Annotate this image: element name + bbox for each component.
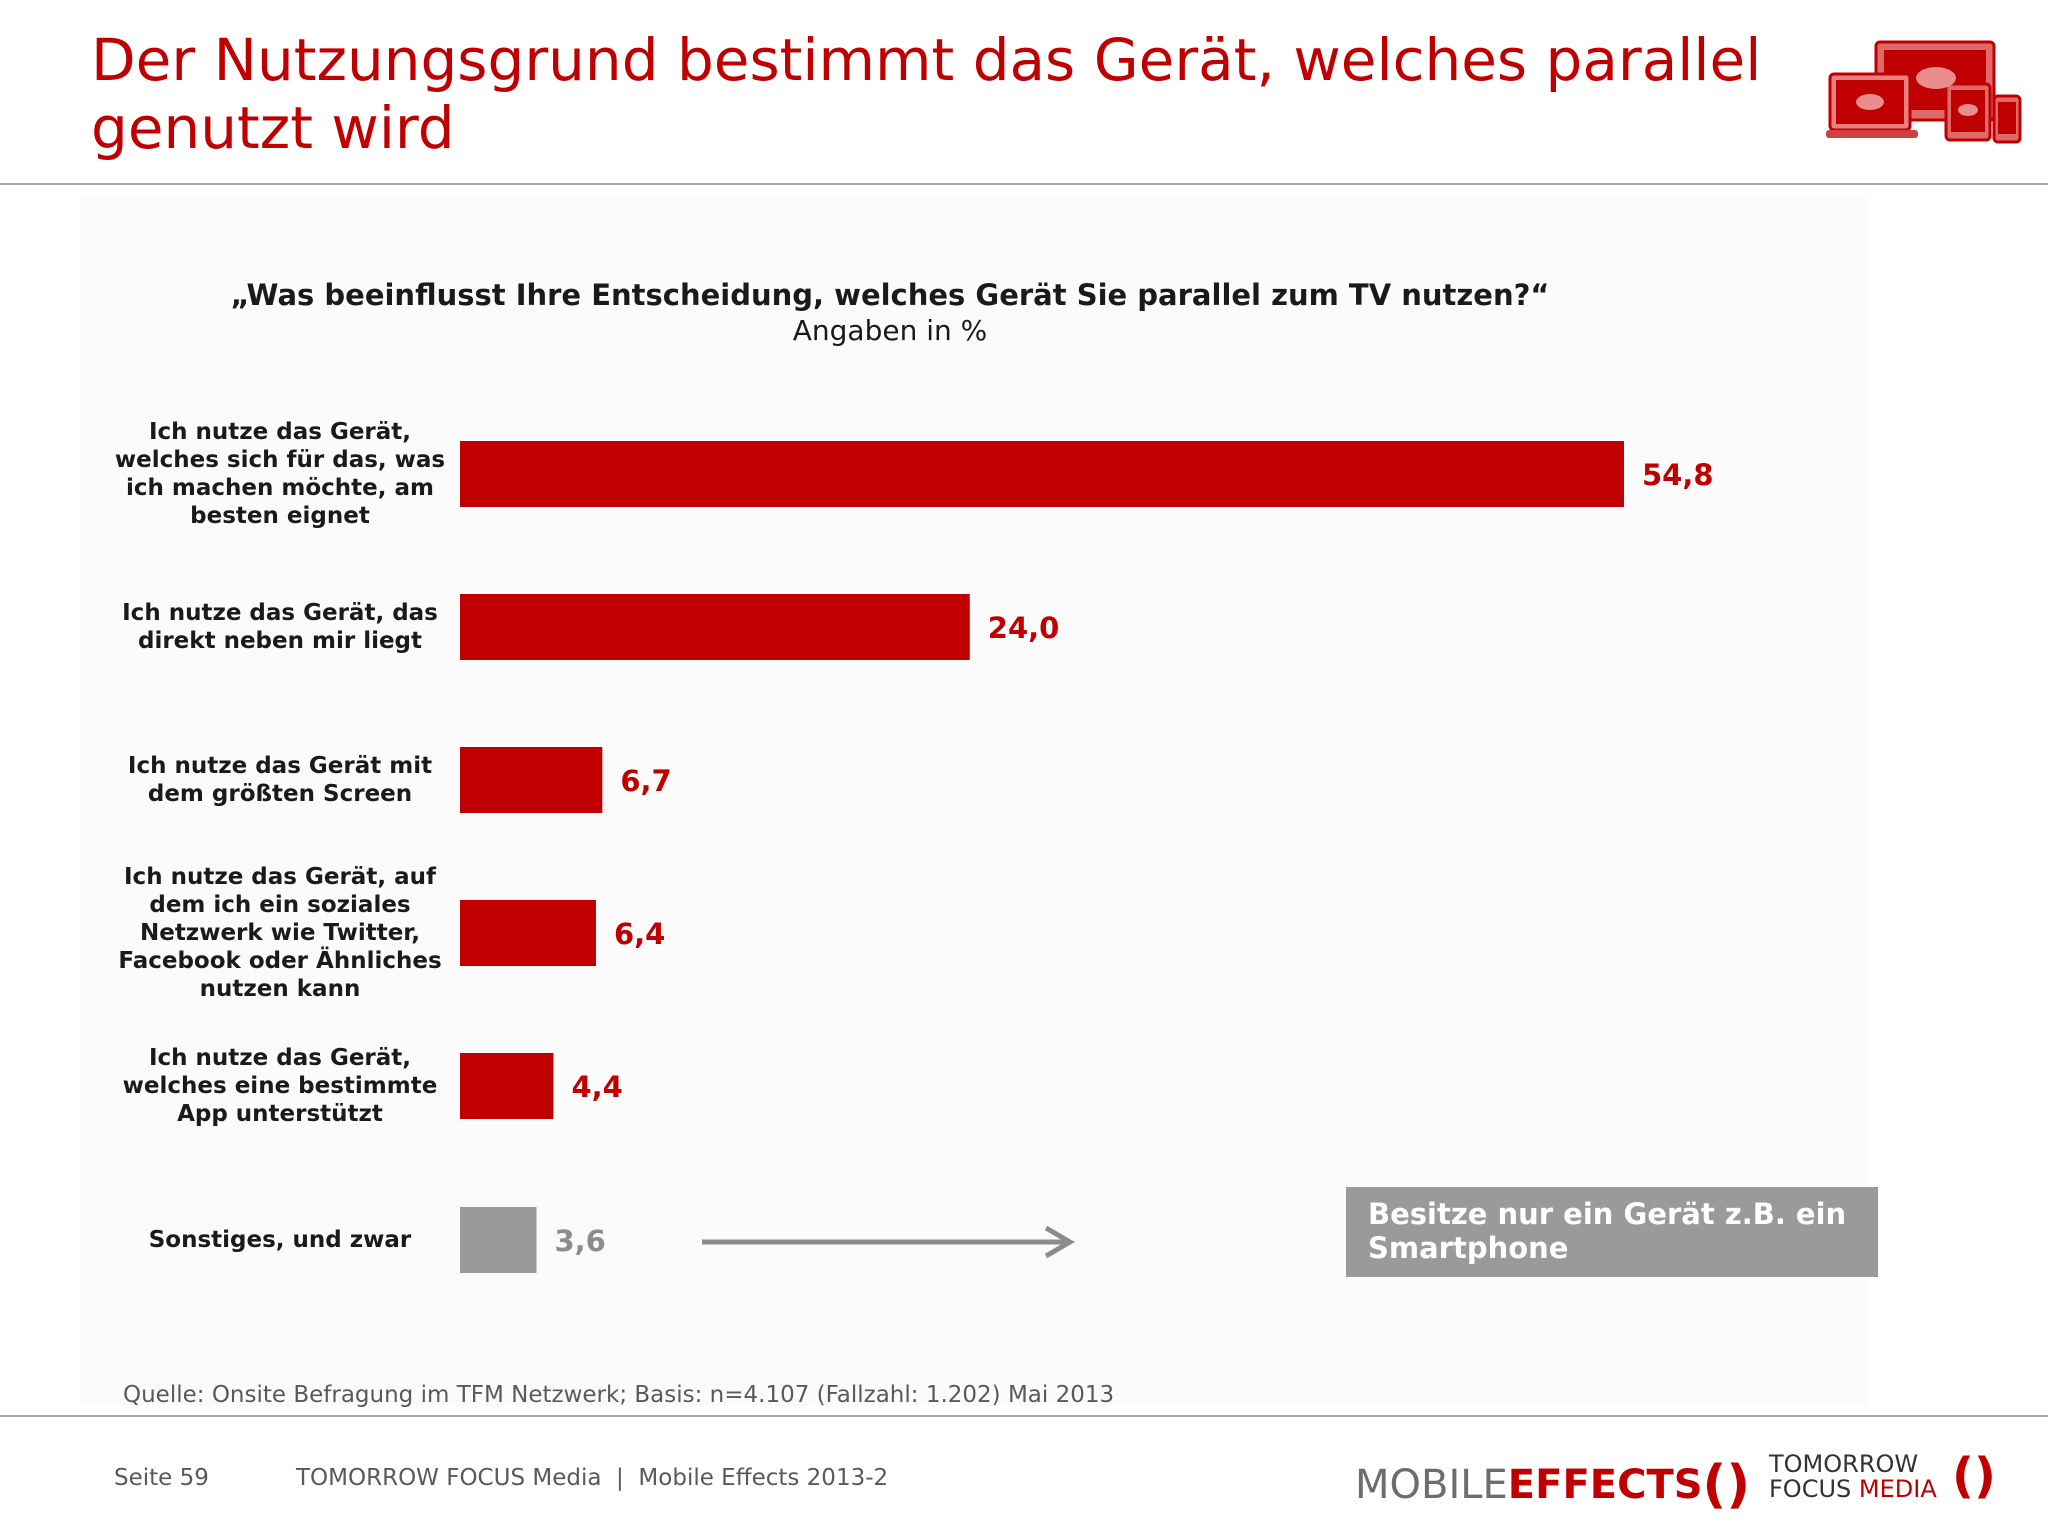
logo-text-media: MEDIA (1858, 1475, 1937, 1503)
bar-5 (460, 1207, 537, 1273)
category-label-3: Ich nutze das Gerät, auf dem ich ein soz… (118, 864, 442, 1002)
tomorrow-focus-logo: TOMORROW FOCUS MEDIA (1769, 1452, 1937, 1502)
footer-divider (0, 1415, 2048, 1417)
category-label-1: Ich nutze das Gerät, das direkt neben mi… (122, 600, 438, 654)
category-label-2: Ich nutze das Gerät mit dem größten Scre… (127, 753, 433, 807)
devices-logo-icon (1826, 40, 2022, 144)
footer-text: TOMORROW FOCUS Media | Mobile Effects 20… (296, 1465, 889, 1491)
header-divider (0, 183, 2048, 185)
category-label-5: Sonstiges, und zwar (148, 1227, 412, 1253)
logo-text-effects: EFFECTS (1507, 1462, 1703, 1508)
bar-value-label-4: 4,4 (571, 1070, 622, 1104)
logo-text-tomorrow: TOMORROW (1769, 1450, 1919, 1478)
source-note: Quelle: Onsite Befragung im TFM Netzwerk… (123, 1382, 1115, 1408)
bar-value-label-0: 54,8 (1642, 458, 1714, 492)
logo-text-mobile: MOBILE (1355, 1462, 1508, 1508)
arrow-head (1044, 1225, 1075, 1259)
page-number: Seite 59 (114, 1465, 209, 1491)
bar-2 (460, 747, 603, 813)
category-label-0: Ich nutze das Gerät, welches sich für da… (114, 419, 446, 529)
bar-3 (460, 900, 596, 966)
logo-bracket: () (1702, 1455, 1751, 1515)
logo-text-focus: FOCUS (1769, 1475, 1859, 1503)
mobile-effects-logo: MOBILEEFFECTS() (1355, 1451, 1750, 1515)
chart-subtitle: Angaben in % (792, 314, 988, 347)
bar-1 (460, 594, 970, 660)
bar-0 (460, 441, 1624, 507)
bar-value-label-2: 6,7 (620, 764, 671, 798)
category-label-4: Ich nutze das Gerät, welches eine bestim… (122, 1045, 438, 1127)
callout-box: Besitze nur ein Gerät z.B. ein Smartphon… (1346, 1187, 1878, 1277)
chart-title: „Was beeinflusst Ihre Entscheidung, welc… (230, 278, 1550, 312)
bar-4 (460, 1053, 554, 1119)
bar-value-label-1: 24,0 (988, 611, 1060, 645)
bar-value-label-5: 3,6 (554, 1224, 605, 1258)
bar-value-label-3: 6,4 (614, 917, 665, 951)
page-title: Der Nutzungsgrund bestimmt das Gerät, we… (91, 26, 1762, 162)
logo-bracket-tf: () (1952, 1448, 1996, 1504)
